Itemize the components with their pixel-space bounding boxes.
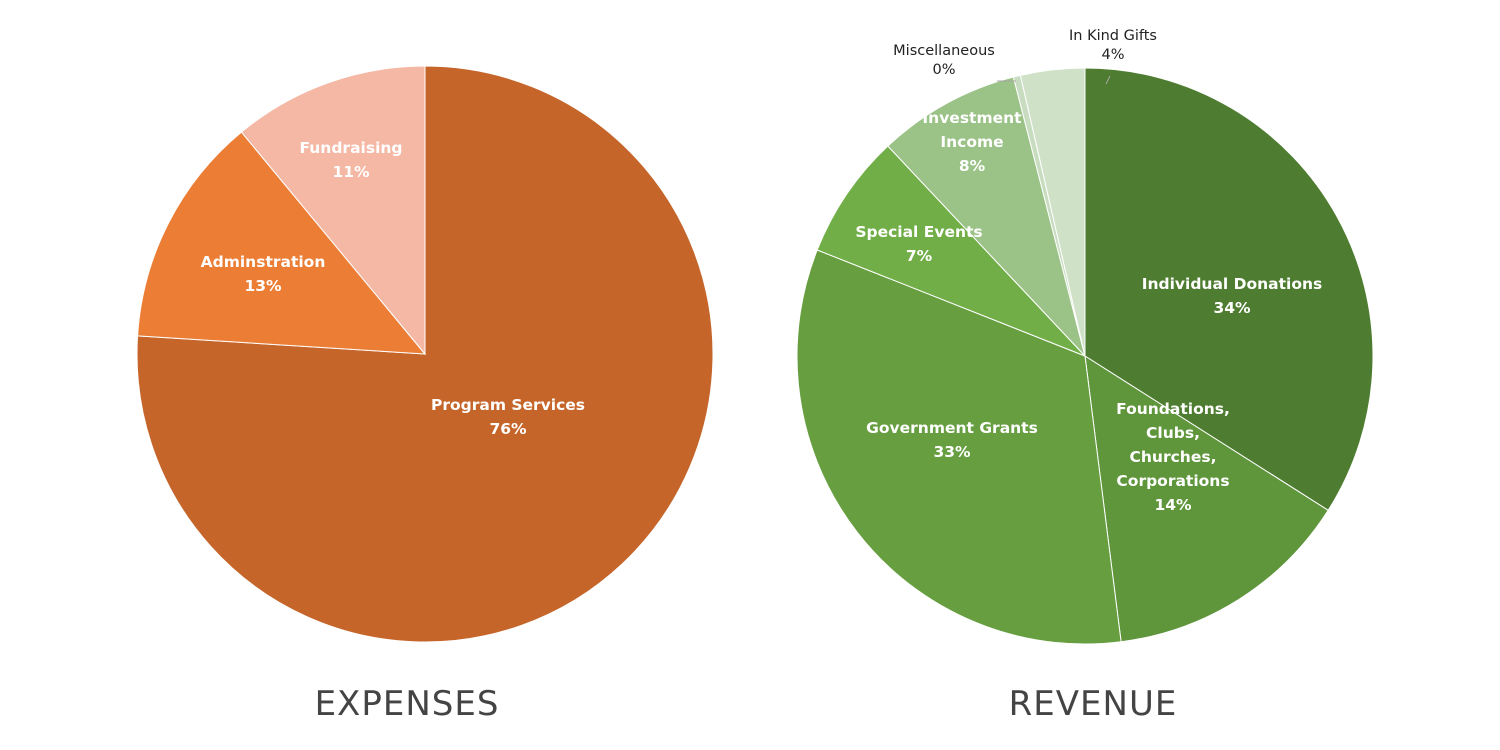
slice-label-foundations-clubs-churches-corporations: Foundations, Clubs, Churches, Corporations 1… — [1116, 400, 1230, 514]
revenue-pie-chart: Individual Donations 34% Foundations, Clubs… — [796, 28, 1374, 645]
pie-slice-special-events — [816, 145, 1086, 357]
slice-label-line: Program Services — [431, 396, 585, 414]
slice-label-line: 76% — [489, 420, 527, 438]
slice-label-line: Churches, — [1130, 448, 1217, 466]
slice-label-line: 8% — [959, 157, 986, 175]
slice-label-in-kind-gifts: In Kind Gifts 4% — [1069, 28, 1157, 63]
slice-label-line: 0% — [932, 62, 955, 78]
expenses-title: EXPENSES — [315, 684, 500, 724]
slice-label-line: Investment — [922, 109, 1022, 127]
pie-slice-government-grants — [796, 249, 1122, 645]
slice-label-miscellaneous: Miscellaneous 0% — [893, 43, 995, 78]
slice-label-line: 11% — [332, 163, 370, 181]
slice-label-investment-income: Investment Income 8% — [922, 109, 1022, 175]
slice-label-line: 7% — [906, 247, 933, 265]
slice-label-line: Special Events — [855, 223, 982, 241]
expenses-pie-chart: Program Services 76% Adminstration 13% Fundr… — [136, 65, 714, 643]
pie-slice-foundations-clubs-churches-corporations — [1084, 355, 1329, 643]
slice-label-individual-donations: Individual Donations 34% — [1142, 275, 1323, 317]
slice-label-program-services: Program Services 76% — [431, 396, 585, 438]
slice-label-line: Income — [940, 133, 1003, 151]
slice-label-line: 13% — [244, 277, 282, 295]
revenue-title: REVENUE — [1009, 684, 1178, 724]
slice-label-line: 4% — [1101, 47, 1124, 63]
slice-label-line: Corporations — [1116, 472, 1229, 490]
pie-slice-fundraising — [240, 65, 426, 356]
slice-label-line: 34% — [1213, 299, 1251, 317]
leader-line-in-kind-gifts — [1105, 75, 1111, 85]
pie-slice-investment-income — [887, 76, 1086, 357]
pie-slice-adminstration — [137, 131, 427, 355]
slice-label-line: Miscellaneous — [893, 43, 995, 59]
slice-label-line: Foundations, — [1116, 400, 1230, 418]
slice-label-line: Fundraising — [299, 139, 402, 157]
pie-slice-in-kind-gifts — [1019, 67, 1086, 357]
slice-label-line: Clubs, — [1146, 424, 1200, 442]
slice-label-line: Adminstration — [201, 253, 326, 271]
slice-label-fundraising: Fundraising 11% — [299, 139, 402, 181]
slice-label-special-events: Special Events 7% — [855, 223, 982, 265]
slice-label-adminstration: Adminstration 13% — [201, 253, 326, 295]
slice-label-line: 33% — [933, 443, 971, 461]
slice-label-line: 14% — [1154, 496, 1192, 514]
slice-label-line: In Kind Gifts — [1069, 28, 1157, 44]
slice-label-government-grants: Government Grants 33% — [866, 419, 1038, 461]
pie-slice-individual-donations — [1084, 67, 1374, 512]
slice-label-line: Government Grants — [866, 419, 1038, 437]
slice-label-line: Individual Donations — [1142, 275, 1323, 293]
